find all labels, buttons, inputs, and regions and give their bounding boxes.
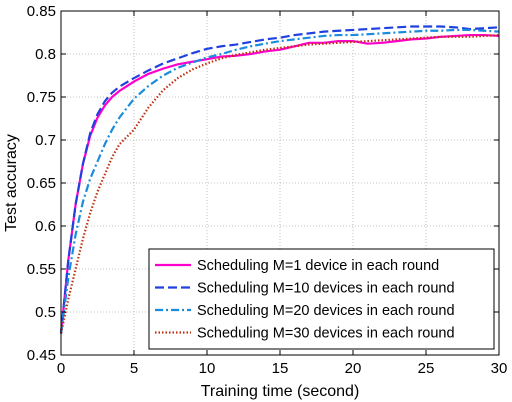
y-tick-label: 0.45 xyxy=(27,347,56,364)
x-tick-label: 0 xyxy=(57,360,65,377)
x-tick-label: 15 xyxy=(272,360,289,377)
series-line-1 xyxy=(59,33,500,334)
y-tick-label: 0.65 xyxy=(27,175,56,192)
y-tick-label: 0.8 xyxy=(35,46,56,63)
x-tick-label: 30 xyxy=(491,360,508,377)
x-tick-label: 5 xyxy=(130,360,138,377)
y-axis-label: Test accuracy xyxy=(3,134,20,232)
legend: Scheduling M=1 device in each round Sched… xyxy=(148,248,495,350)
x-tick-label: 25 xyxy=(418,360,435,377)
series-lines xyxy=(59,25,500,334)
legend-entry-2: Scheduling M=10 devices in each round xyxy=(197,281,455,297)
legend-entry-1: Scheduling M=1 device in each round xyxy=(197,258,439,274)
x-tick-label: 10 xyxy=(199,360,216,377)
y-tick-label: 0.55 xyxy=(27,261,56,278)
y-tick-label: 0.75 xyxy=(27,89,56,106)
series-line-2 xyxy=(59,25,500,334)
axis-ticks: 0 5 10 15 20 25 30 0.45 0.5 0.55 0.6 0.65 0.7 0.75 0.8… xyxy=(27,3,508,377)
y-tick-label: 0.7 xyxy=(35,132,56,149)
series-line-3 xyxy=(59,28,500,334)
y-tick-label: 0.6 xyxy=(35,218,56,235)
grid xyxy=(61,11,499,355)
x-axis-label: Training time (second) xyxy=(201,383,360,400)
legend-box xyxy=(148,248,495,350)
legend-entry-4: Scheduling M=30 devices in each round xyxy=(197,326,455,342)
y-tick-label: 0.5 xyxy=(35,304,56,321)
y-tick-label: 0.85 xyxy=(27,3,56,20)
x-tick-label: 20 xyxy=(345,360,362,377)
legend-entry-3: Scheduling M=20 devices in each round xyxy=(197,303,455,319)
